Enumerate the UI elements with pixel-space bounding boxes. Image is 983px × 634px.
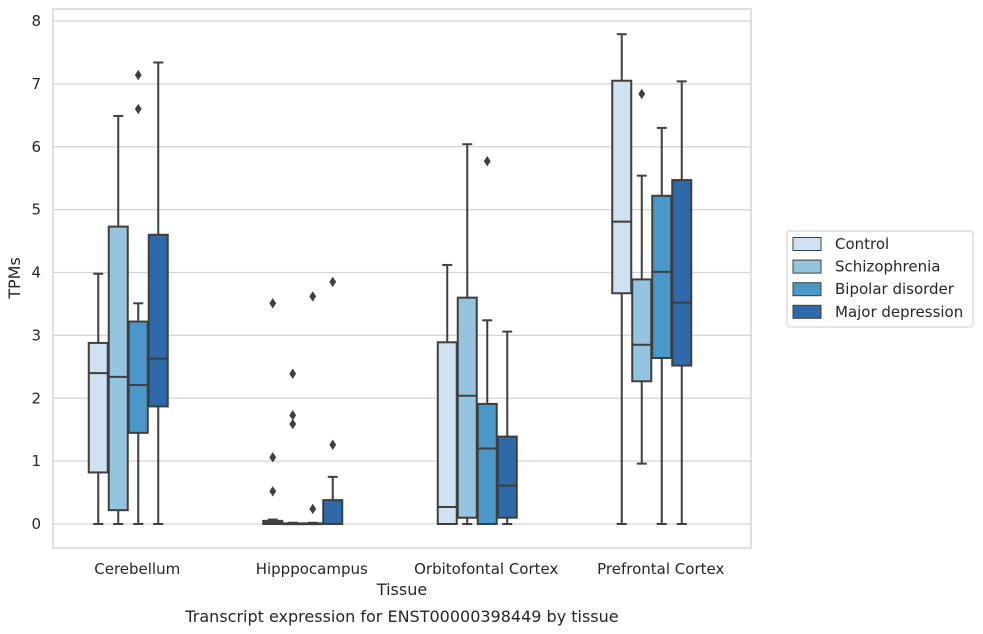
- y-tick-labels: 0 1 2 3 4 5 6 7 8: [31, 12, 41, 533]
- box-body: [456, 296, 478, 519]
- y-tick-label: 7: [31, 75, 41, 93]
- x-tick-label: Prefrontal Cortex: [597, 560, 724, 578]
- box-body: [87, 341, 109, 474]
- box: [631, 88, 653, 465]
- legend-swatch: [792, 237, 822, 251]
- outlier-point: [309, 291, 317, 302]
- legend-frame: [786, 230, 974, 328]
- chart-caption: Transcript expression for ENST0000039844…: [184, 607, 618, 626]
- outlier-point: [309, 503, 317, 515]
- box: [496, 330, 518, 525]
- y-tick-label: 6: [31, 138, 41, 156]
- outlier-point: [269, 486, 277, 497]
- box: [322, 276, 344, 526]
- x-tick-label: Orbitofontal Cortex: [414, 560, 558, 578]
- outlier-point: [134, 69, 142, 81]
- outlier-point: [329, 439, 337, 450]
- box-body: [147, 233, 169, 408]
- box-body: [127, 320, 149, 434]
- x-tick-label: Hipppocampus: [256, 560, 368, 578]
- box: [671, 80, 693, 525]
- gridlines: [53, 20, 751, 525]
- box: [302, 291, 324, 526]
- legend-swatch: [792, 304, 822, 319]
- legend-label: Schizophrenia: [835, 258, 940, 276]
- outlier-point: [269, 298, 277, 309]
- outlier-point: [134, 103, 142, 115]
- box-body: [476, 402, 498, 525]
- legend-label: Major depression: [835, 303, 963, 321]
- series-major-depression: [147, 61, 693, 526]
- box-body: [436, 341, 458, 526]
- x-tick-labels: Cerebellum Hipppocampus Orbitofontal Corte…: [94, 560, 724, 578]
- box-body: [651, 194, 673, 360]
- outlier-point: [638, 88, 646, 100]
- series-control: [87, 33, 633, 526]
- legend-swatch: [792, 282, 822, 297]
- box-body: [107, 225, 129, 512]
- box-body: [631, 278, 653, 383]
- box: [147, 61, 169, 525]
- y-tick-label: 5: [31, 201, 41, 219]
- legend-label: Bipolar disorder: [835, 280, 955, 298]
- x-tick-label: Cerebellum: [94, 560, 180, 578]
- outlier-point: [289, 368, 297, 379]
- box-body: [322, 499, 344, 526]
- y-tick-label: 8: [31, 12, 41, 30]
- series-schizophrenia: [107, 88, 653, 526]
- box-series: [87, 33, 693, 526]
- y-axis-label: TPMs: [5, 257, 24, 300]
- y-tick-label: 4: [31, 264, 41, 282]
- y-tick-label: 2: [31, 389, 41, 407]
- legend-label: Control: [835, 235, 889, 253]
- box: [282, 368, 304, 526]
- box: [262, 298, 284, 526]
- y-tick-label: 1: [31, 452, 41, 470]
- box: [87, 272, 109, 525]
- legend: Control Schizophrenia Bipolar disorder Majo…: [786, 230, 974, 328]
- box: [611, 33, 633, 525]
- box-body: [611, 79, 633, 295]
- box-body: [496, 435, 518, 519]
- outlier-point: [269, 452, 277, 463]
- y-tick-label: 3: [31, 326, 41, 344]
- outlier-point: [289, 410, 297, 421]
- x-axis-label: Tissue: [376, 580, 427, 599]
- y-tick-label: 0: [31, 515, 41, 533]
- outlier-point: [289, 418, 297, 430]
- box-body: [671, 179, 693, 367]
- outlier-point: [329, 276, 337, 288]
- outlier-point: [483, 156, 491, 167]
- legend-swatch: [792, 259, 822, 274]
